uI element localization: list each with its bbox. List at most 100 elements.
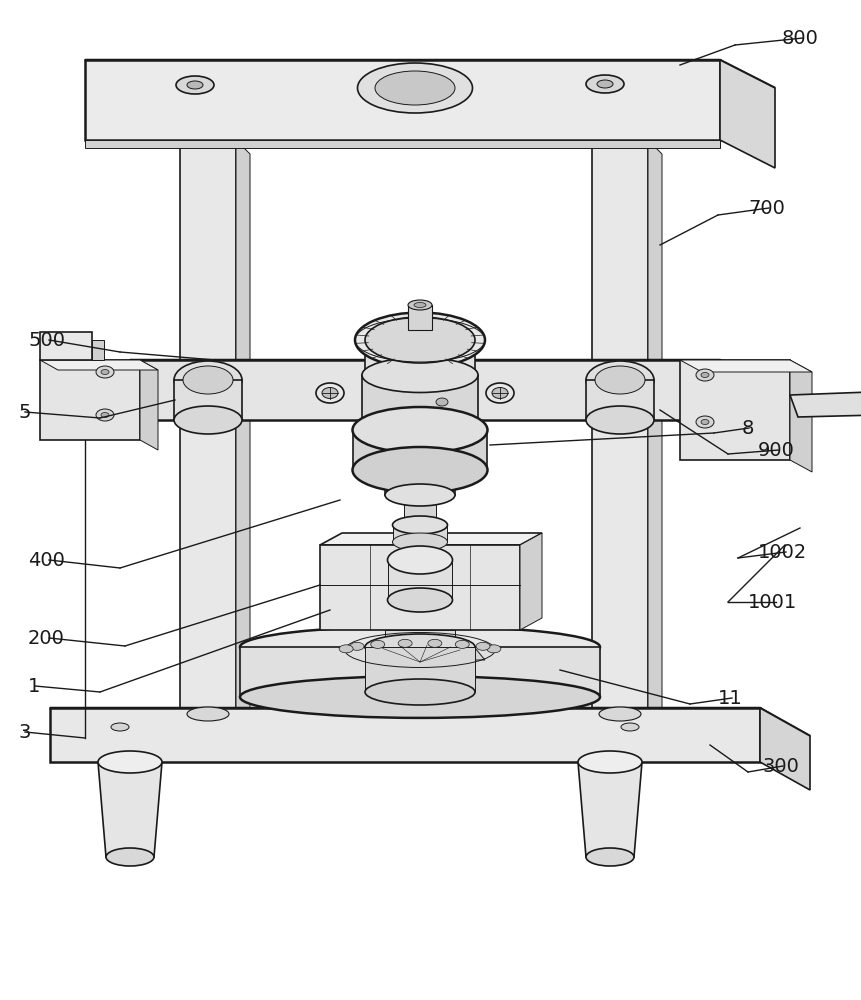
Polygon shape <box>320 533 542 545</box>
Polygon shape <box>592 140 648 710</box>
Ellipse shape <box>486 383 514 403</box>
Polygon shape <box>680 360 812 372</box>
Ellipse shape <box>696 416 714 428</box>
Ellipse shape <box>352 407 487 453</box>
Ellipse shape <box>98 751 162 773</box>
Ellipse shape <box>101 369 109 374</box>
Ellipse shape <box>385 484 455 506</box>
Ellipse shape <box>183 366 233 394</box>
Text: 3: 3 <box>18 722 30 742</box>
Ellipse shape <box>599 707 641 721</box>
Ellipse shape <box>339 645 353 653</box>
Ellipse shape <box>316 383 344 403</box>
Ellipse shape <box>428 639 442 647</box>
Ellipse shape <box>387 546 453 574</box>
Polygon shape <box>408 305 432 330</box>
Ellipse shape <box>621 723 639 731</box>
Ellipse shape <box>240 626 600 668</box>
Polygon shape <box>404 495 436 525</box>
Polygon shape <box>365 647 475 692</box>
Ellipse shape <box>174 406 242 434</box>
Ellipse shape <box>357 63 473 113</box>
Ellipse shape <box>187 707 229 721</box>
Polygon shape <box>586 380 654 420</box>
Polygon shape <box>320 545 520 630</box>
Polygon shape <box>50 708 760 762</box>
Polygon shape <box>92 340 104 360</box>
Polygon shape <box>680 360 790 460</box>
Ellipse shape <box>393 533 448 551</box>
Polygon shape <box>98 762 162 857</box>
Polygon shape <box>648 140 662 724</box>
Polygon shape <box>180 140 236 710</box>
Ellipse shape <box>701 372 709 377</box>
Polygon shape <box>385 470 455 495</box>
Polygon shape <box>760 708 810 790</box>
Polygon shape <box>240 647 600 697</box>
Polygon shape <box>720 360 758 440</box>
Text: 1002: 1002 <box>758 542 808 562</box>
Ellipse shape <box>492 387 508 398</box>
Polygon shape <box>85 140 720 148</box>
Ellipse shape <box>362 358 478 392</box>
Ellipse shape <box>365 679 475 705</box>
Ellipse shape <box>476 642 490 650</box>
Polygon shape <box>410 542 430 565</box>
Ellipse shape <box>414 302 426 308</box>
Polygon shape <box>130 360 758 380</box>
Ellipse shape <box>187 81 203 89</box>
Ellipse shape <box>586 848 634 866</box>
Polygon shape <box>385 630 455 648</box>
Text: 5: 5 <box>18 402 30 422</box>
Ellipse shape <box>96 366 114 378</box>
Polygon shape <box>365 340 475 375</box>
Ellipse shape <box>96 409 114 421</box>
Ellipse shape <box>355 312 485 367</box>
Text: 800: 800 <box>782 28 819 47</box>
Ellipse shape <box>486 645 501 653</box>
Polygon shape <box>40 360 158 370</box>
Polygon shape <box>174 380 242 420</box>
Ellipse shape <box>322 387 338 398</box>
Ellipse shape <box>352 447 487 493</box>
Polygon shape <box>388 560 452 600</box>
Polygon shape <box>520 533 542 630</box>
Ellipse shape <box>174 361 242 399</box>
Ellipse shape <box>350 642 364 650</box>
Polygon shape <box>720 60 775 168</box>
Ellipse shape <box>375 71 455 105</box>
Text: 8: 8 <box>742 418 754 438</box>
Polygon shape <box>140 360 158 450</box>
Ellipse shape <box>586 361 654 399</box>
Ellipse shape <box>176 76 214 94</box>
Polygon shape <box>40 332 92 360</box>
Text: 1001: 1001 <box>748 592 797 611</box>
Ellipse shape <box>393 516 448 534</box>
Text: 700: 700 <box>748 198 785 218</box>
Ellipse shape <box>365 634 475 660</box>
Ellipse shape <box>371 640 385 648</box>
Polygon shape <box>85 60 720 140</box>
Ellipse shape <box>586 406 654 434</box>
Polygon shape <box>790 360 812 472</box>
Ellipse shape <box>106 848 154 866</box>
Text: 500: 500 <box>28 330 65 350</box>
Text: 200: 200 <box>28 629 65 648</box>
Polygon shape <box>40 360 140 440</box>
Polygon shape <box>85 60 775 88</box>
Ellipse shape <box>387 588 453 612</box>
Polygon shape <box>362 375 478 430</box>
Ellipse shape <box>398 639 412 647</box>
Ellipse shape <box>436 398 448 406</box>
Polygon shape <box>365 648 485 660</box>
Text: 300: 300 <box>762 756 799 776</box>
Ellipse shape <box>101 412 109 418</box>
Polygon shape <box>353 430 487 470</box>
Ellipse shape <box>362 412 478 448</box>
Text: 400: 400 <box>28 550 65 570</box>
Ellipse shape <box>408 300 432 310</box>
Text: 900: 900 <box>758 440 795 460</box>
Ellipse shape <box>455 640 469 648</box>
Polygon shape <box>130 360 720 420</box>
Ellipse shape <box>696 369 714 381</box>
